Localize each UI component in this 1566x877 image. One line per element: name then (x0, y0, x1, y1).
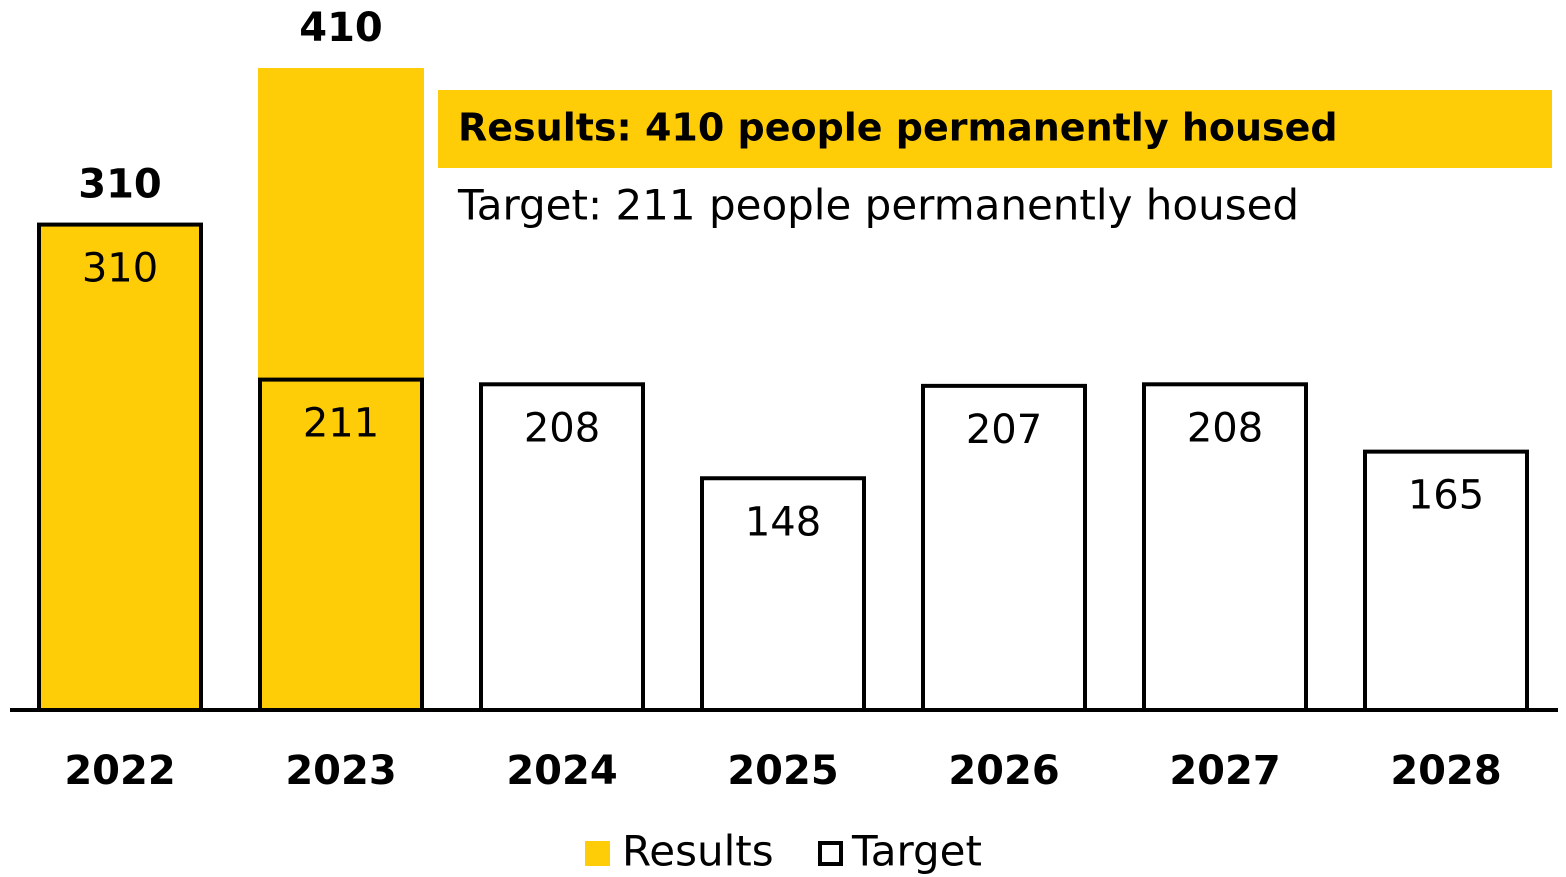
legend-swatch (818, 841, 843, 866)
x-tick-label: 2023 (285, 748, 396, 794)
target-label: 211 (303, 401, 379, 447)
result-bar (258, 68, 424, 710)
target-label: 165 (1408, 473, 1484, 519)
target-label: 208 (524, 405, 600, 451)
target-label: 208 (1187, 405, 1263, 451)
result-label: 310 (78, 162, 162, 208)
x-tick-label: 2022 (64, 748, 175, 794)
result-label: 410 (299, 5, 383, 51)
annotation-box (438, 90, 1552, 168)
x-tick-label: 2027 (1169, 748, 1280, 794)
x-tick-label: 2028 (1390, 748, 1501, 794)
legend-label: Target (851, 827, 982, 876)
result-bar (37, 224, 203, 710)
legend-label: Results (622, 827, 774, 876)
target-label: 207 (966, 407, 1042, 453)
x-tick-label: 2024 (506, 748, 617, 794)
annotation: Results: 410 people permanently housed (458, 106, 1338, 150)
legend-swatch (585, 841, 610, 866)
target-label: 310 (82, 246, 158, 292)
annotation: Target: 211 people permanently housed (457, 181, 1299, 230)
x-tick-label: 2026 (948, 748, 1059, 794)
target-label: 148 (745, 499, 821, 545)
x-tick-label: 2025 (727, 748, 838, 794)
